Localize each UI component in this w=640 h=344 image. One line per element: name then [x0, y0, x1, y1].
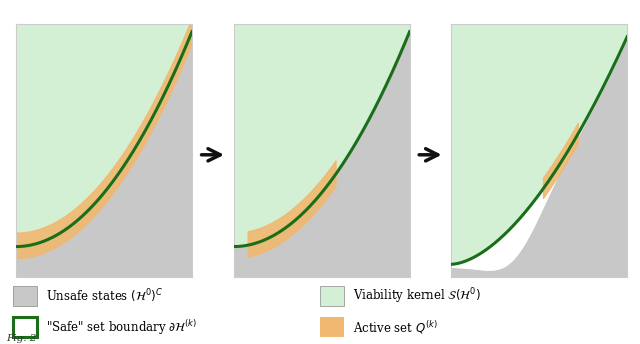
- Bar: [13, 317, 36, 337]
- Bar: [320, 317, 344, 337]
- Text: Fig. 2: Fig. 2: [6, 334, 36, 343]
- Bar: [320, 286, 344, 306]
- Bar: [13, 286, 36, 306]
- Text: Viability kernel $\mathcal{S}(\mathcal{H}^0)$: Viability kernel $\mathcal{S}(\mathcal{H…: [353, 286, 481, 305]
- Text: Active set $Q^{(k)}$: Active set $Q^{(k)}$: [353, 319, 438, 336]
- Text: Unsafe states $(\mathcal{H}^0)^C$: Unsafe states $(\mathcal{H}^0)^C$: [46, 287, 163, 304]
- Text: "Safe" set boundary $\partial\mathcal{H}^{(k)}$: "Safe" set boundary $\partial\mathcal{H}…: [46, 318, 197, 337]
